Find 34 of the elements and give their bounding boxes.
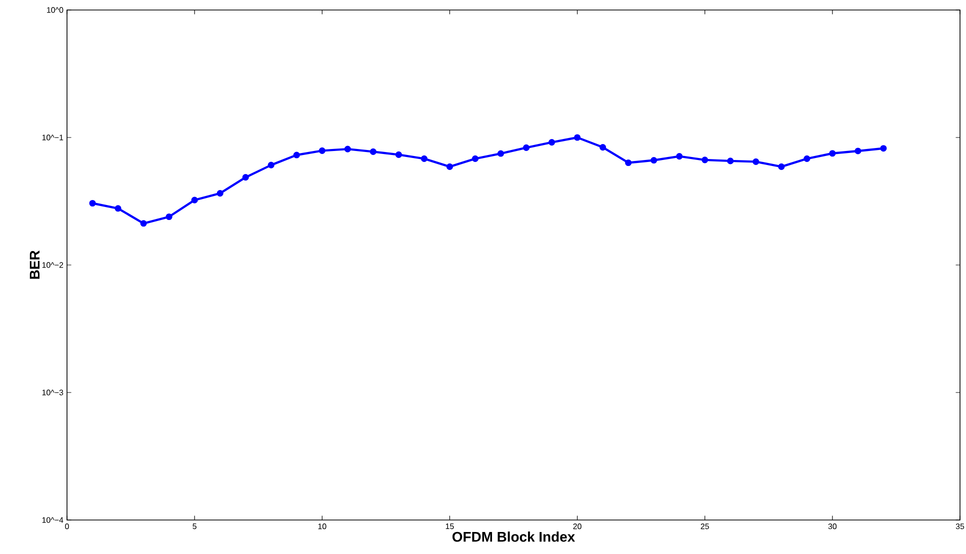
point	[804, 155, 810, 162]
point	[191, 196, 198, 204]
point	[395, 151, 402, 158]
point	[600, 144, 606, 151]
point	[548, 139, 556, 146]
point	[89, 200, 96, 207]
point	[268, 162, 274, 168]
point	[420, 155, 428, 162]
point	[778, 163, 785, 170]
point	[854, 148, 862, 154]
point	[472, 155, 479, 162]
point	[216, 190, 224, 197]
point	[574, 134, 581, 141]
point	[318, 147, 326, 154]
point	[676, 153, 683, 160]
point	[522, 144, 530, 151]
point	[727, 158, 734, 164]
point	[293, 152, 300, 158]
point	[446, 163, 454, 170]
point	[497, 150, 504, 157]
y-axis-title: BER	[30, 250, 40, 279]
point	[829, 150, 836, 157]
point	[625, 159, 632, 166]
point	[702, 156, 708, 164]
point	[242, 174, 249, 181]
point	[166, 213, 172, 220]
point	[140, 220, 147, 227]
point	[650, 156, 658, 164]
point	[344, 146, 351, 152]
point	[370, 148, 376, 155]
x-axis-title: OFDM Block Index	[452, 532, 576, 542]
point	[880, 145, 887, 152]
point	[752, 158, 760, 165]
point	[114, 205, 122, 212]
